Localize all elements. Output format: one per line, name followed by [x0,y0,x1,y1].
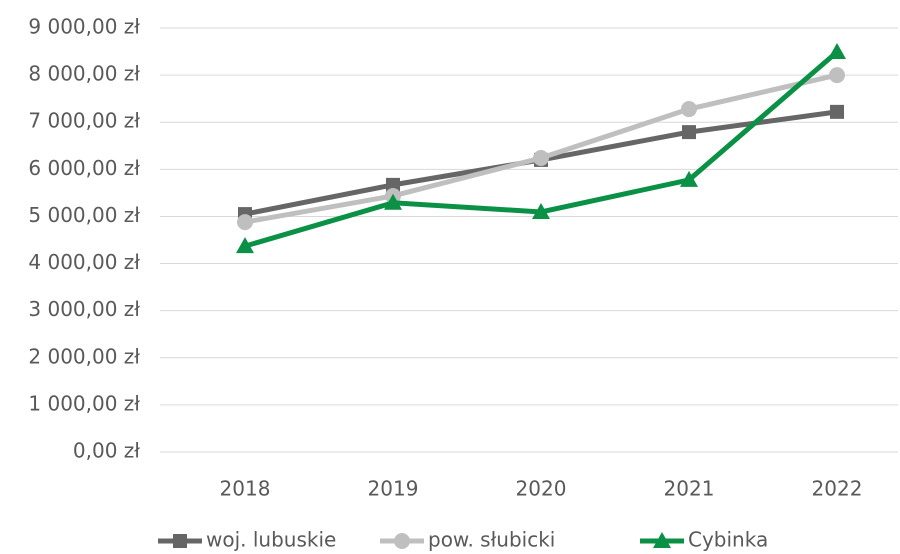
y-tick-label: 2 000,00 zł [28,344,140,368]
data-point [237,214,253,231]
x-tick-label: 2020 [516,477,567,501]
data-point [532,202,550,219]
data-point [236,237,254,254]
y-tick-label: 6 000,00 zł [28,156,140,180]
y-tick-label: 4 000,00 zł [28,250,140,274]
series-line [244,72,838,225]
data-point [386,177,400,192]
data-point [681,101,697,118]
data-point [828,43,846,60]
y-tick-label: 8 000,00 zł [28,62,140,86]
legend-label: woj. lubuskie [206,528,336,552]
data-point [533,150,549,167]
y-tick-label: 1 000,00 zł [28,391,140,415]
legend-marker [653,532,671,548]
x-tick-label: 2022 [812,477,863,501]
legend-label: pow. słubicki [428,528,555,552]
x-tick-label: 2018 [220,477,271,501]
data-point [829,67,845,84]
y-tick-label: 3 000,00 zł [28,297,140,321]
data-point [680,170,698,187]
data-point [682,125,696,140]
y-tick-label: 5 000,00 zł [28,203,140,227]
data-point [830,104,844,119]
x-tick-label: 2021 [664,477,715,501]
data-point [384,193,402,210]
y-tick-label: 7 000,00 zł [28,109,140,133]
legend-marker [173,534,187,548]
y-tick-label: 0,00 zł [73,439,140,463]
x-tick-label: 2019 [368,477,419,501]
y-tick-label: 9 000,00 zł [28,15,140,39]
legend-marker [394,533,410,549]
legend-label: Cybinka [688,528,768,552]
